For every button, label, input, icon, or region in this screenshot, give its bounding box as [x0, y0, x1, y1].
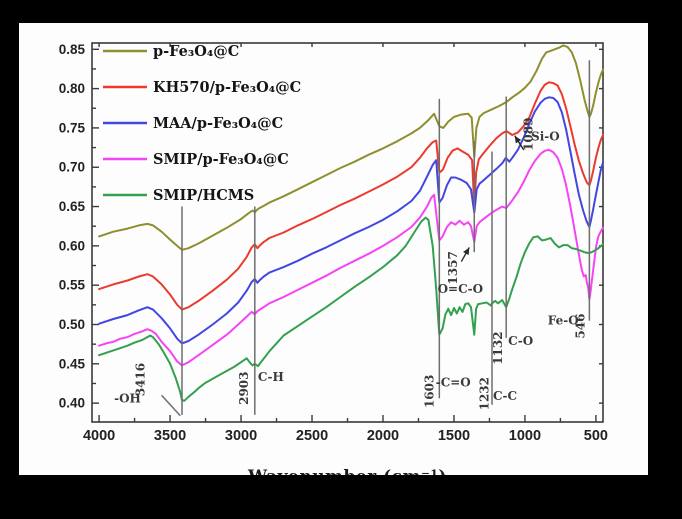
peak-annotation: Fe-O [548, 313, 579, 327]
y-tick-label: 0.85 [59, 42, 86, 57]
y-tick-label: 0.55 [59, 278, 86, 293]
peak-annotation: 1603 [422, 375, 436, 408]
peak-annotation: Si-O [531, 130, 560, 144]
x-tick-label: 3000 [225, 428, 257, 444]
peak-annotation: 2903 [237, 371, 251, 404]
legend-label: MAA/p-Fe₃O₄@C [153, 115, 283, 132]
y-tick-label: 0.70 [59, 160, 85, 175]
peak-annotation: 546 [573, 314, 587, 339]
peak-annotation: 1357 [446, 251, 460, 284]
peak-annotation: -OH [114, 391, 141, 405]
ftir-chart: 4000 3500 3000 2500 2000 1500 1000 500 0.40 0.45 0… [59, 42, 608, 444]
peak-annotation: C-O [508, 334, 533, 348]
x-tick-label: 4000 [83, 428, 115, 444]
x-tick-label: 2500 [296, 428, 328, 444]
peak-annotation: 1089 [521, 118, 535, 151]
legend-label: KH570/p-Fe₃O₄@C [153, 79, 301, 96]
arrow-head [514, 135, 522, 144]
axis-ticks [92, 43, 603, 422]
peak-annotation: C-H [258, 370, 284, 384]
y-tick-label: 0.65 [59, 199, 86, 214]
series-line [98, 216, 604, 402]
series-line [98, 148, 604, 367]
x-tick-label: 2000 [367, 428, 399, 444]
peak-annotation: -C=O [436, 376, 471, 390]
x-tick-label: 3500 [154, 428, 186, 444]
y-tick-label: 0.50 [59, 317, 85, 332]
arrow-head [463, 247, 470, 256]
plot-border [91, 42, 604, 423]
legend-label: p-Fe₃O₄@C [153, 43, 239, 60]
y-tick-label: 0.45 [59, 356, 86, 371]
x-axis-label: Wavenumber (cm⁻¹) [92, 467, 603, 475]
legend: p-Fe₃O₄@C KH570/p-Fe₃O₄@C MAA/p-Fe₃O₄@C SMI… [103, 43, 301, 204]
y-tick-label: 0.40 [59, 396, 85, 411]
legend-label: SMIP/HCMS [153, 187, 254, 204]
y-tick-label: 0.75 [59, 120, 86, 135]
peak-annotation: 3416 [134, 363, 148, 396]
figure-panel: 4000 3500 3000 2500 2000 1500 1000 500 0.40 0.45 0… [19, 23, 648, 475]
series-line [98, 81, 604, 311]
y-tick-label: 0.60 [59, 238, 85, 253]
peak-annotation: C-C [493, 389, 517, 403]
series-line [98, 96, 604, 345]
y-tick-label: 0.80 [59, 81, 85, 96]
peak-annotation: O=C-O [438, 282, 484, 296]
x-tick-label: 500 [584, 428, 608, 444]
peak-annotation: 1232 [478, 377, 492, 410]
series-line [98, 44, 604, 251]
x-tick-label: 1500 [438, 428, 470, 444]
x-tick-label: 1000 [509, 428, 541, 444]
pointer-line [160, 394, 181, 417]
peak-annotation: 1132 [491, 331, 505, 364]
legend-label: SMIP/p-Fe₃O₄@C [153, 151, 289, 168]
